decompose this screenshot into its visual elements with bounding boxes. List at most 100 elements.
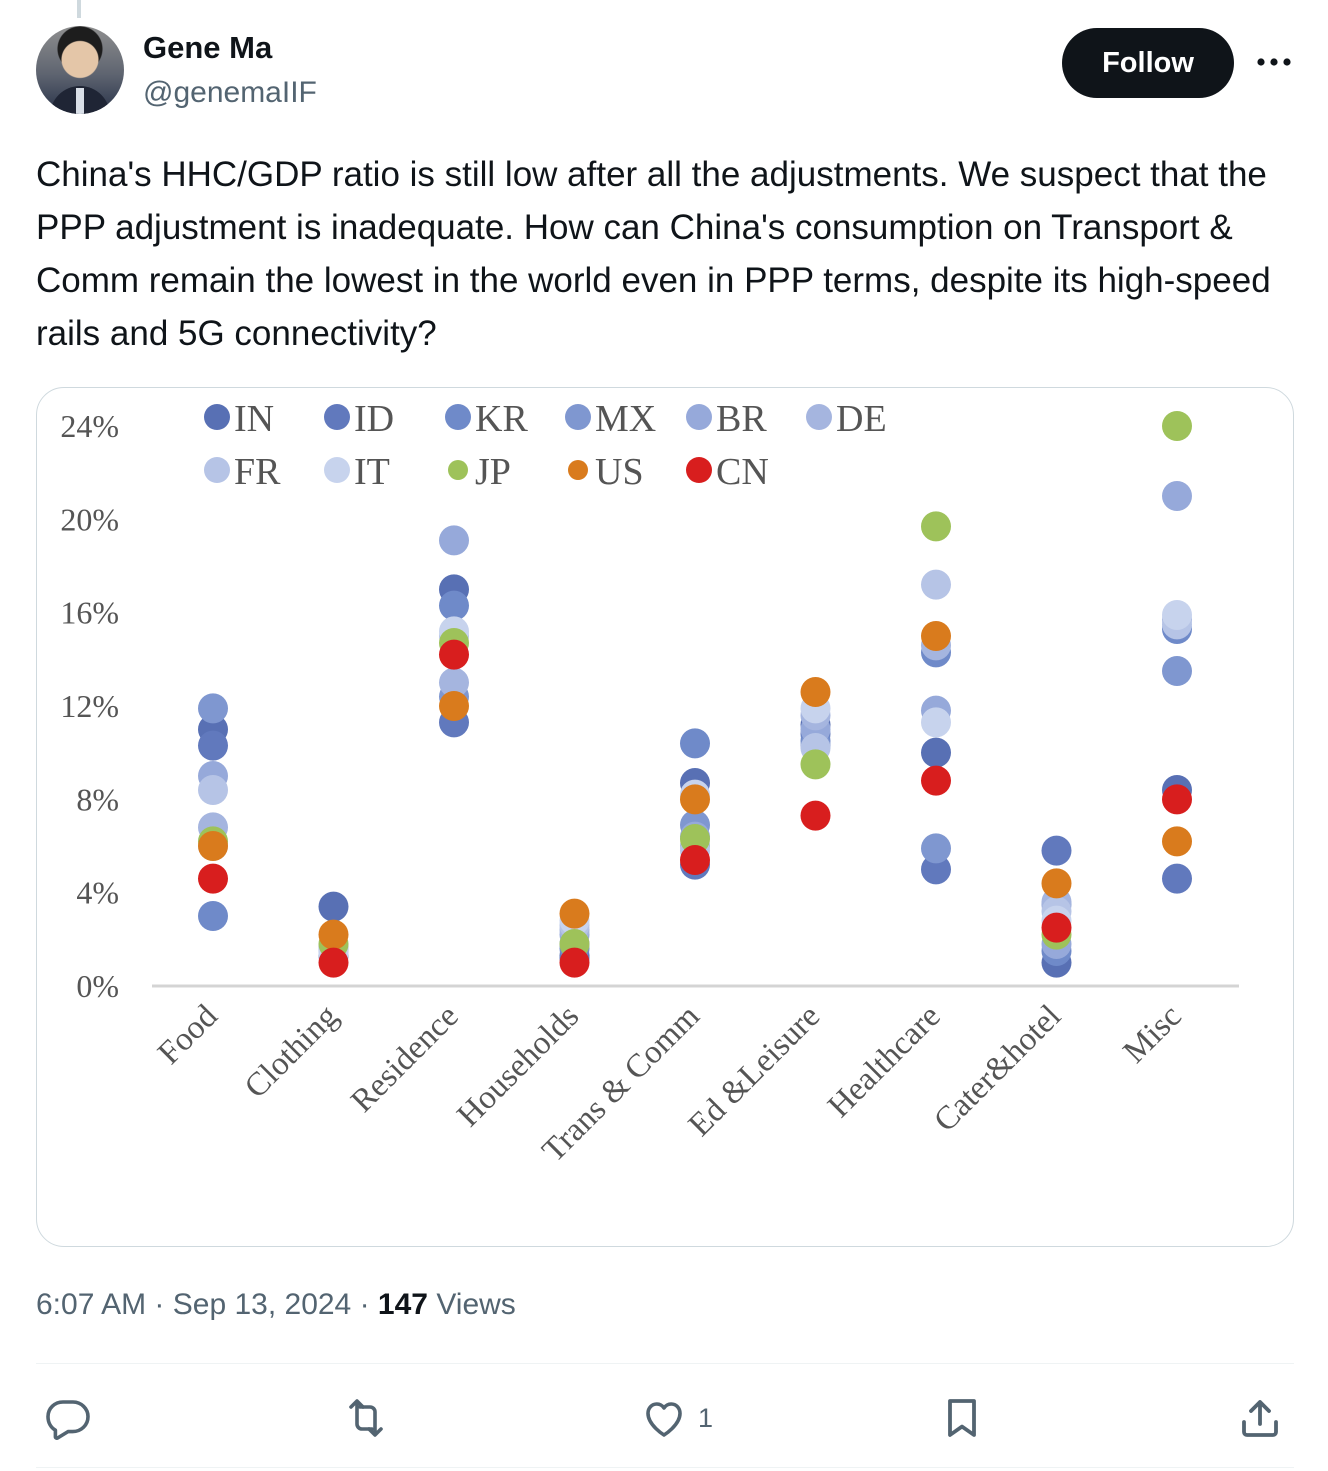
x-category-label: Ed &Leisure	[682, 998, 827, 1143]
data-point-mx	[921, 833, 951, 864]
data-point-kr	[680, 728, 710, 759]
legend-label-kr: KR	[475, 398, 528, 440]
data-point-fr	[921, 569, 951, 600]
bookmark-button[interactable]	[938, 1384, 986, 1452]
y-tick-label: 24%	[60, 408, 119, 444]
data-point-it	[1162, 600, 1192, 630]
data-point-fr	[198, 775, 228, 805]
legend-marker-cn	[686, 457, 712, 483]
data-point-cn	[1162, 784, 1192, 815]
data-point-id	[198, 730, 228, 761]
x-category-label: Misc	[1117, 998, 1189, 1070]
legend-marker-fr	[204, 457, 230, 483]
data-point-mx	[198, 693, 228, 724]
divider	[36, 1467, 1294, 1468]
meta-separator: ·	[359, 1288, 378, 1321]
data-point-us	[318, 919, 349, 950]
repost-icon	[349, 1399, 383, 1437]
tweet-text: China's HHC/GDP ratio is still low after…	[36, 155, 1271, 353]
follow-button[interactable]: Follow	[1062, 28, 1234, 98]
tweet-time[interactable]: 6:07 AM	[36, 1288, 147, 1321]
legend-marker-us	[568, 460, 588, 480]
data-point-id	[1162, 863, 1192, 894]
x-category-label: Food	[151, 998, 225, 1072]
data-point-id	[921, 854, 951, 885]
share-button[interactable]	[1236, 1384, 1284, 1452]
action-bar: 1	[36, 1384, 1294, 1452]
data-point-jp	[1162, 411, 1192, 441]
data-point-us	[559, 898, 590, 929]
data-point-in	[921, 737, 951, 768]
reply-icon	[46, 1400, 90, 1440]
like-button[interactable]: 1	[640, 1384, 713, 1452]
legend-marker-id	[324, 404, 350, 430]
legend-marker-jp	[448, 460, 468, 480]
data-point-br	[1162, 481, 1192, 511]
data-point-kr	[198, 901, 228, 931]
data-point-us	[921, 621, 951, 651]
legend-marker-in	[204, 404, 230, 430]
divider	[36, 1363, 1294, 1364]
bookmark-icon	[948, 1399, 976, 1437]
data-point-jp	[800, 749, 831, 780]
x-category-label: Healthcare	[821, 998, 948, 1125]
data-point-us	[680, 784, 710, 815]
data-point-kr	[439, 590, 469, 621]
y-tick-label: 20%	[60, 501, 119, 537]
legend-label-fr: FR	[234, 451, 281, 493]
legend-label-de: DE	[836, 398, 887, 440]
data-point-cn	[800, 800, 831, 831]
views-count: 147	[377, 1288, 428, 1321]
y-tick-label: 12%	[60, 688, 119, 724]
data-point-id	[1041, 835, 1072, 866]
legend-marker-kr	[445, 404, 471, 430]
data-point-jp	[921, 511, 951, 542]
reply-button[interactable]	[44, 1384, 92, 1452]
legend-label-us: US	[595, 451, 644, 493]
legend-label-id: ID	[354, 398, 394, 440]
legend-label-cn: CN	[716, 451, 769, 493]
avatar-tie	[76, 88, 84, 114]
data-point-cn	[559, 947, 590, 978]
legend-marker-mx	[565, 404, 591, 430]
legend-label-mx: MX	[595, 398, 656, 440]
thread-connector-line	[77, 0, 81, 18]
tweet-date[interactable]: Sep 13, 2024	[172, 1288, 352, 1321]
y-tick-label: 16%	[60, 595, 119, 631]
data-point-de	[439, 667, 469, 698]
legend-marker-br	[686, 404, 712, 430]
user-handle[interactable]: @genemaIIF	[143, 76, 317, 109]
avatar[interactable]	[36, 26, 124, 114]
tweet-meta: 6:07 AM · Sep 13, 2024 · 147 Views	[36, 1288, 516, 1322]
x-category-label: Clothing	[238, 998, 345, 1105]
legend-label-it: IT	[354, 451, 390, 493]
x-category-label: Cater&hotel	[927, 998, 1068, 1139]
data-point-us	[800, 677, 831, 707]
data-point-us	[198, 831, 228, 861]
data-point-jp	[680, 824, 710, 854]
views-label: Views	[436, 1288, 516, 1321]
data-point-mx	[1162, 656, 1192, 686]
like-count: 1	[698, 1402, 714, 1433]
like-icon	[646, 1402, 682, 1437]
user-name[interactable]: Gene Ma	[143, 30, 273, 65]
data-point-in	[318, 891, 349, 922]
data-point-br	[439, 525, 469, 556]
more-icon[interactable]	[1252, 44, 1296, 80]
data-point-us	[1162, 826, 1192, 857]
chart-svg: 0% 4% 8% 12% 16% 20% 24% Food Clothing Residence H…	[60, 398, 1239, 1169]
repost-button[interactable]	[342, 1384, 390, 1452]
chart-image[interactable]: 0% 4% 8% 12% 16% 20% 24% Food Clothing Residence H…	[36, 387, 1294, 1247]
data-point-cn	[318, 947, 349, 978]
y-tick-label: 8%	[76, 781, 119, 817]
data-point-cn	[439, 639, 469, 670]
legend-label-in: IN	[234, 398, 274, 440]
data-point-it	[921, 707, 951, 738]
y-tick-label: 0%	[76, 968, 119, 1004]
data-point-us	[1041, 868, 1072, 899]
meta-separator: ·	[154, 1288, 173, 1321]
legend-marker-it	[324, 457, 350, 483]
x-category-label: Residence	[344, 998, 465, 1119]
legend-label-br: BR	[716, 398, 767, 440]
legend-label-jp: JP	[475, 451, 511, 493]
